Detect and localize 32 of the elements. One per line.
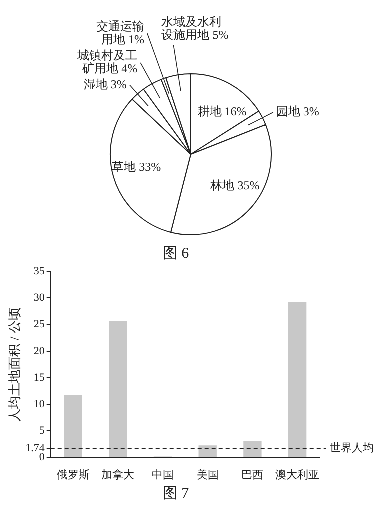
y-tick-label: 35	[34, 265, 46, 278]
ref-line-label: 世界人均	[330, 441, 374, 454]
y-tick-label: 5	[39, 425, 46, 438]
slice-label: 交通运输用地 1%	[96, 19, 144, 46]
y-axis-title: 人均土地面积 / 公顷	[7, 308, 22, 422]
y-tick-label: 1.74	[26, 442, 46, 454]
bar	[109, 321, 128, 458]
slice-label: 林地 35%	[210, 178, 260, 193]
y-tick-label: 25	[34, 318, 46, 331]
y-tick-label: 10	[34, 398, 46, 410]
x-tick-label: 俄罗斯	[56, 468, 90, 482]
x-tick-label: 中国	[152, 468, 174, 482]
slice-label: 园地 3%	[276, 104, 320, 119]
x-tick-label: 加拿大	[102, 468, 135, 482]
slice-label: 城镇村及工矿用地 4%	[76, 48, 138, 76]
y-tick-label: 20	[34, 345, 46, 358]
slice-label: 湿地 3%	[84, 77, 127, 92]
bar	[288, 302, 307, 458]
bar	[244, 441, 262, 458]
x-tick-label: 澳大利亚	[276, 468, 320, 482]
caption: 图 7	[162, 485, 190, 503]
bar	[198, 446, 217, 458]
y-tick-label: 0	[39, 452, 46, 464]
x-tick-label: 美国	[196, 468, 219, 482]
x-tick-label: 巴西	[242, 469, 264, 482]
bar	[64, 396, 82, 458]
slice-label: 草地 33%	[112, 160, 162, 174]
y-tick-label: 30	[34, 292, 46, 304]
y-tick-label: 15	[34, 372, 46, 384]
slice-label: 水域及水利设施用地 5%	[162, 15, 229, 42]
caption: 图 6	[162, 245, 190, 263]
slice-label: 耕地 16%	[198, 104, 247, 118]
